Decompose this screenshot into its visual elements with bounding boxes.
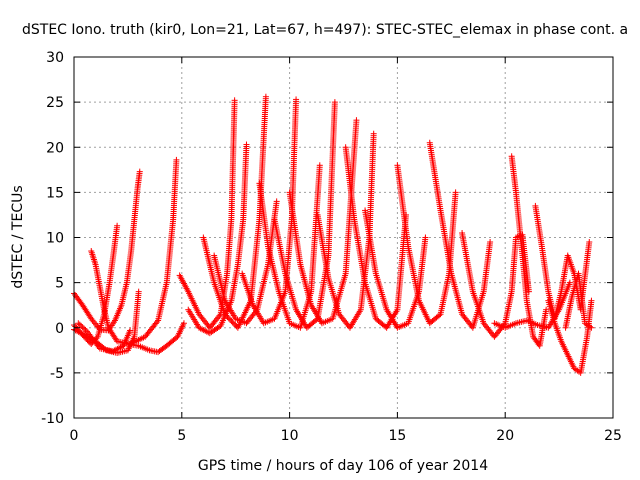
data-point [136, 168, 143, 175]
data-point [135, 288, 142, 295]
x-tick-label: 20 [496, 428, 514, 444]
x-tick-label: 15 [388, 428, 406, 444]
grid [74, 57, 613, 418]
data-point [88, 340, 95, 347]
data-point [127, 327, 134, 334]
y-axis-label: dSTEC / TECUs [10, 185, 26, 288]
data-point [79, 324, 86, 331]
data-point [82, 327, 89, 334]
data-point [114, 222, 121, 229]
data-point [81, 325, 88, 332]
series [124, 320, 187, 356]
data-marks [71, 93, 595, 376]
series [75, 320, 134, 355]
series [286, 117, 360, 327]
series [88, 156, 180, 347]
y-tick-label: -10 [41, 411, 64, 427]
series [71, 222, 121, 347]
data-point [180, 320, 187, 327]
axis-ticks: 0 5 10 15 20 25 -10 -5 0 5 10 15 20 25 30 [41, 50, 622, 444]
series [185, 141, 250, 337]
x-tick-label: 10 [281, 428, 299, 444]
data-point [75, 320, 82, 327]
series [271, 99, 338, 331]
x-axis-label: GPS time / hours of day 106 of year 2014 [198, 458, 488, 474]
series [176, 97, 238, 331]
data-point [153, 319, 160, 326]
y-tick-label: 10 [46, 231, 64, 247]
y-tick-label: 0 [55, 321, 64, 337]
chart-title: dSTEC Iono. truth (kir0, Lon=21, Lat=67,… [22, 22, 628, 38]
y-tick-label: 25 [46, 95, 64, 111]
y-tick-label: 15 [46, 185, 64, 201]
x-tick-label: 0 [70, 428, 79, 444]
x-tick-label: 25 [604, 428, 622, 444]
y-tick-label: -5 [50, 366, 64, 382]
x-tick-label: 5 [177, 428, 186, 444]
data-point [78, 322, 85, 329]
series [71, 168, 143, 334]
y-tick-label: 5 [55, 276, 64, 292]
data-point [231, 97, 238, 104]
y-tick-label: 20 [46, 140, 64, 156]
y-tick-label: 30 [46, 50, 64, 66]
data-point [76, 321, 83, 328]
data-point [173, 156, 180, 163]
